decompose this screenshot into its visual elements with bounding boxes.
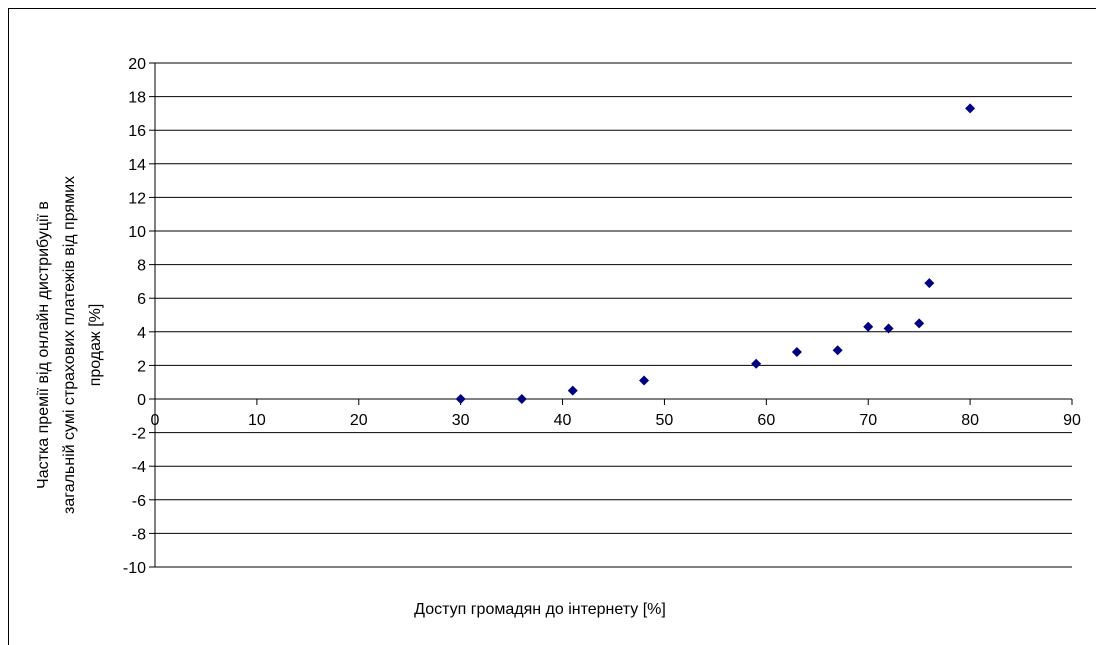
y-axis-title-line-1: Частка премії від онлайн дистрибуції в <box>35 201 52 489</box>
y-axis-title: Частка премії від онлайн дистрибуції в з… <box>35 176 104 514</box>
data-point-5 <box>751 358 762 369</box>
y-tick-label-10: 10 <box>128 224 146 241</box>
x-tick-label-0: 0 <box>151 412 160 429</box>
y-tick-label-0: 0 <box>137 392 146 409</box>
y-tick-label-20: 20 <box>128 56 146 73</box>
y-tick-label-18: 18 <box>128 90 146 107</box>
data-point-8 <box>863 321 874 332</box>
y-tick-label-14: 14 <box>128 157 146 174</box>
x-tick-label-90: 90 <box>1063 412 1081 429</box>
y-tick-label-8: 8 <box>137 258 146 275</box>
y-axis-title-line-2: загальній сумі страхових платежів від пр… <box>61 176 78 514</box>
y-tick-label--4: -4 <box>132 459 146 476</box>
x-tick-label-40: 40 <box>554 412 572 429</box>
y-tick-label--2: -2 <box>132 426 146 443</box>
data-point-4 <box>639 375 650 386</box>
data-point-1 <box>455 394 466 404</box>
data-point-3 <box>567 385 578 396</box>
grid-lines <box>155 62 1072 568</box>
x-tick-label-30: 30 <box>452 412 470 429</box>
data-points <box>455 103 976 404</box>
y-tick-label-2: 2 <box>137 358 146 375</box>
data-point-9 <box>883 323 894 334</box>
data-point-11 <box>924 278 935 289</box>
y-tick-label--8: -8 <box>132 526 146 543</box>
y-axis-title-line-3: продаж [%] <box>87 304 104 387</box>
x-tick-labels: 0 10 20 30 40 50 60 70 80 90 <box>151 412 1081 429</box>
y-tick-label-12: 12 <box>128 190 146 207</box>
x-tick-label-50: 50 <box>656 412 674 429</box>
x-tick-label-10: 10 <box>248 412 266 429</box>
x-tick-label-80: 80 <box>961 412 979 429</box>
data-point-2 <box>516 394 527 404</box>
y-tick-labels: -10 -8 -6 -4 -2 0 2 4 6 8 10 12 14 16 18 20 <box>123 56 146 577</box>
y-tick-label--10: -10 <box>123 560 146 577</box>
data-point-7 <box>832 345 843 356</box>
x-axis-title: Доступ громадян до інтернету [%] <box>414 601 666 618</box>
y-tick-label-6: 6 <box>137 291 146 308</box>
x-tick-label-20: 20 <box>350 412 368 429</box>
x-tick-label-70: 70 <box>859 412 877 429</box>
x-tick-label-60: 60 <box>757 412 775 429</box>
data-point-6 <box>791 346 802 357</box>
data-point-12 <box>965 103 976 114</box>
chart-frame <box>8 8 1096 645</box>
y-tick-label-16: 16 <box>128 123 146 140</box>
y-tick-label--6: -6 <box>132 493 146 510</box>
data-point-10 <box>914 318 925 329</box>
axes <box>149 62 1073 568</box>
y-tick-label-4: 4 <box>137 325 146 342</box>
